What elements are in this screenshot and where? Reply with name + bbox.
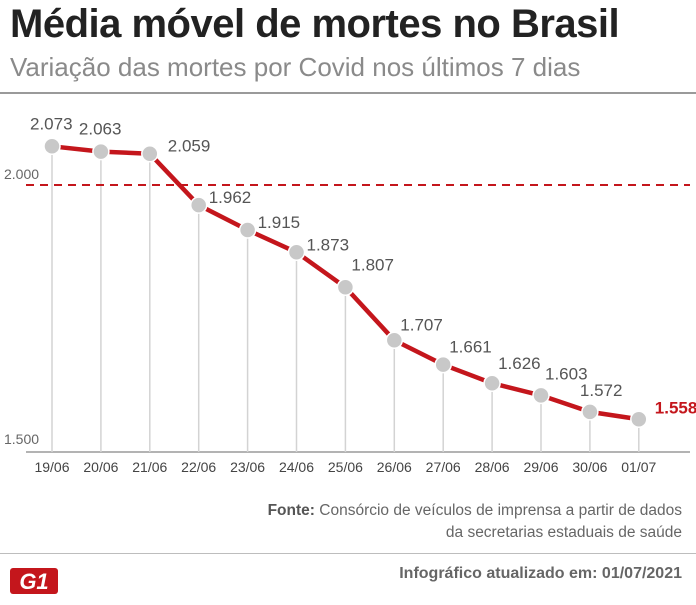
logo-background <box>10 568 58 594</box>
data-label: 1.807 <box>351 255 394 274</box>
chart-subtitle: Variação das mortes por Covid nos último… <box>10 52 581 82</box>
header-divider <box>0 92 696 94</box>
data-label: 1.572 <box>580 381 623 400</box>
x-tick-label: 21/06 <box>132 459 167 475</box>
data-label: 1.707 <box>400 315 443 334</box>
y-tick-label: 1.500 <box>4 431 39 447</box>
data-label: 1.661 <box>449 338 492 357</box>
data-point <box>92 142 110 161</box>
data-point <box>141 144 159 163</box>
data-label: 1.873 <box>307 235 350 254</box>
x-tick-label: 28/06 <box>475 459 510 475</box>
data-point <box>532 386 550 405</box>
data-point <box>336 278 355 297</box>
x-tick-label: 22/06 <box>181 459 216 475</box>
y-tick-label: 2.000 <box>4 166 39 182</box>
updated-date: Infográfico atualizado em: 01/07/2021 <box>399 565 682 582</box>
data-point <box>43 137 61 156</box>
x-tick-label: 27/06 <box>426 459 461 475</box>
footer-divider <box>0 553 696 554</box>
chart-title: Média móvel de mortes no Brasil <box>10 2 620 46</box>
x-tick-label: 19/06 <box>34 459 69 475</box>
x-tick-label: 20/06 <box>83 459 118 475</box>
data-label: 1.962 <box>209 188 252 207</box>
line-chart: 1.500 2.000 2.073 2.063 2.059 1.962 1.915 1.873… <box>4 114 696 475</box>
x-tick-label: 01/07 <box>621 459 656 475</box>
x-tick-label: 25/06 <box>328 459 363 475</box>
data-point <box>189 196 208 214</box>
data-label: 1.915 <box>258 213 301 232</box>
data-label: 1.603 <box>545 364 588 383</box>
source-note: Fonte: Consórcio de veículos de imprensa… <box>262 500 682 544</box>
data-point <box>581 403 599 421</box>
logo-text: G1 <box>19 569 48 594</box>
data-label: 2.063 <box>79 120 122 139</box>
x-tick-label: 29/06 <box>523 459 558 475</box>
source-text: Consórcio de veículos de imprensa a part… <box>319 502 682 541</box>
x-tick-label: 30/06 <box>572 459 607 475</box>
g1-logo: G1 <box>10 568 58 594</box>
source-label: Fonte: <box>267 502 315 519</box>
data-point <box>385 331 404 350</box>
data-point <box>238 221 257 239</box>
x-tick-label: 23/06 <box>230 459 265 475</box>
data-point <box>630 410 648 429</box>
data-point <box>287 243 306 262</box>
data-label: 1.558 <box>655 398 696 417</box>
data-label: 2.073 <box>30 114 73 133</box>
data-label: 2.059 <box>168 137 211 156</box>
data-point <box>434 355 452 374</box>
x-tick-label: 26/06 <box>377 459 412 475</box>
x-tick-label: 24/06 <box>279 459 314 475</box>
data-label: 1.626 <box>498 354 541 373</box>
data-point <box>483 374 501 392</box>
